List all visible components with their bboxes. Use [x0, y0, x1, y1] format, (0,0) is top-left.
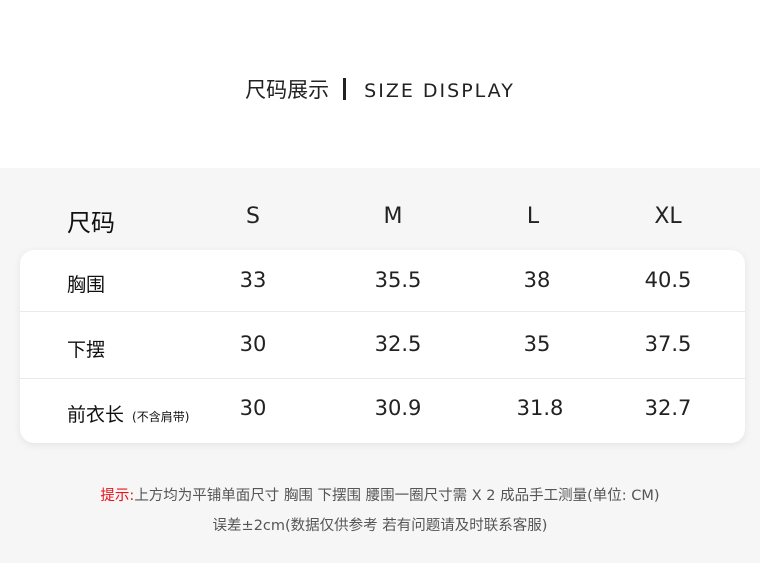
- title-zh: 尺码展示: [245, 78, 330, 102]
- cell-value: 40.5: [644, 268, 692, 292]
- size-header-s: S: [246, 204, 260, 229]
- row-label: 胸围: [67, 274, 106, 296]
- row-label-text: 前衣长: [67, 404, 125, 426]
- size-header-m: M: [383, 204, 403, 229]
- title-divider: [343, 78, 347, 100]
- header-area: [0, 0, 760, 168]
- row-label-note: (不含肩带): [132, 410, 190, 424]
- note-prefix: 提示:: [100, 488, 135, 504]
- row-label: 前衣长 (不含肩带): [67, 400, 189, 427]
- cell-value: 35.5: [374, 268, 422, 292]
- cell-value: 38: [523, 268, 551, 292]
- title-en: SIZE DISPLAY: [364, 80, 515, 102]
- cell-value: 35: [523, 332, 551, 356]
- size-header-xl: XL: [654, 204, 682, 229]
- row-divider: [20, 378, 745, 379]
- cell-value: 30: [239, 332, 267, 356]
- size-corner-label: 尺码: [67, 209, 115, 237]
- size-table-card: [20, 250, 745, 443]
- cell-value: 31.8: [516, 396, 564, 420]
- note-line-1: 提示:上方均为平铺单面尺寸 胸围 下摆围 腰围一圈尺寸需 X 2 成品手工测量(…: [0, 484, 760, 505]
- note-line-2: 误差±2cm(数据仅供参考 若有问题请及时联系客服): [212, 518, 548, 534]
- cell-value: 32.7: [644, 396, 692, 420]
- cell-value: 30: [239, 396, 267, 420]
- row-label: 下摆: [67, 339, 106, 361]
- cell-value: 30.9: [374, 396, 422, 420]
- page-title: 尺码展示 SIZE DISPLAY: [0, 74, 760, 104]
- size-header-l: L: [526, 204, 540, 229]
- cell-value: 32.5: [374, 332, 422, 356]
- cell-value: 33: [239, 268, 267, 292]
- note-text: 上方均为平铺单面尺寸 胸围 下摆围 腰围一圈尺寸需 X 2 成品手工测量(单位:…: [134, 488, 660, 504]
- row-divider: [20, 311, 745, 312]
- cell-value: 37.5: [644, 332, 692, 356]
